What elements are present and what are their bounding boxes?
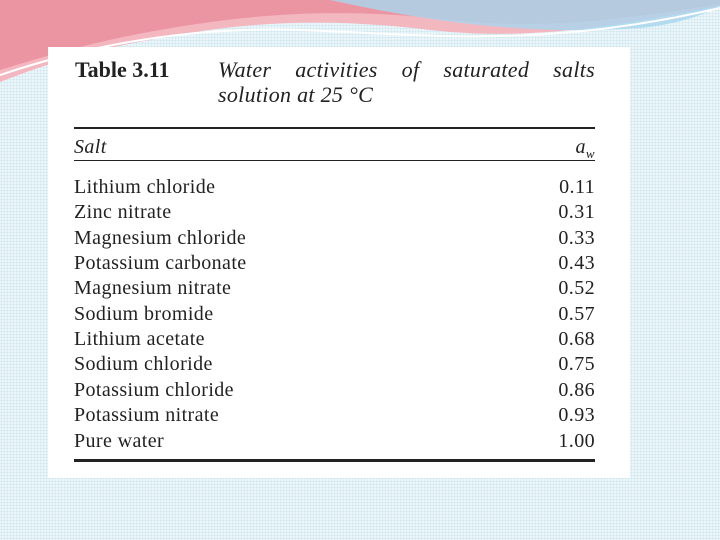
water-activity: 0.52 [558, 277, 595, 300]
water-activity: 0.11 [559, 176, 595, 198]
water-activity: 0.33 [558, 226, 595, 249]
salt-name: Magnesium chloride [74, 226, 247, 249]
header-symbol: a [575, 136, 586, 158]
water-activity: 0.93 [558, 404, 595, 427]
water-activity: 0.43 [558, 252, 595, 275]
salt-name: Potassium chloride [74, 378, 234, 401]
bottom-rule [74, 459, 595, 462]
salt-name: Lithium acetate [74, 328, 205, 351]
slide-decoration [0, 0, 720, 82]
swoosh-blue [330, 0, 720, 31]
water-activity: 0.68 [558, 328, 595, 351]
water-activity: 0.31 [558, 201, 595, 224]
water-activity: 0.86 [558, 378, 595, 401]
salt-name: Lithium chloride [74, 176, 216, 198]
salt-name: Pure water [74, 429, 165, 452]
column-header: aw [576, 135, 595, 166]
salt-name: Sodium bromide [74, 302, 214, 325]
water-activity: 1.00 [558, 429, 595, 452]
salt-name: Sodium chloride [74, 353, 213, 376]
table-caption: solution at 25 °C [218, 82, 374, 107]
salt-name: Zinc nitrate [74, 201, 172, 224]
salt-name: Potassium carbonate [74, 252, 247, 275]
water-activity: 0.57 [558, 302, 595, 325]
water-activity: 0.75 [558, 353, 595, 376]
header-subscript: w [585, 146, 595, 161]
salt-name: Magnesium nitrate [74, 277, 232, 300]
column-header: Salt [74, 136, 107, 158]
header-rule [74, 160, 595, 161]
salt-name: Potassium nitrate [74, 404, 220, 427]
top-rule [74, 127, 595, 129]
table-card: Table 3.11 Water activities of saturated… [48, 47, 630, 478]
table-label: Table 3.11 [75, 57, 170, 82]
table-caption: Water activities of saturated salts [218, 57, 595, 82]
